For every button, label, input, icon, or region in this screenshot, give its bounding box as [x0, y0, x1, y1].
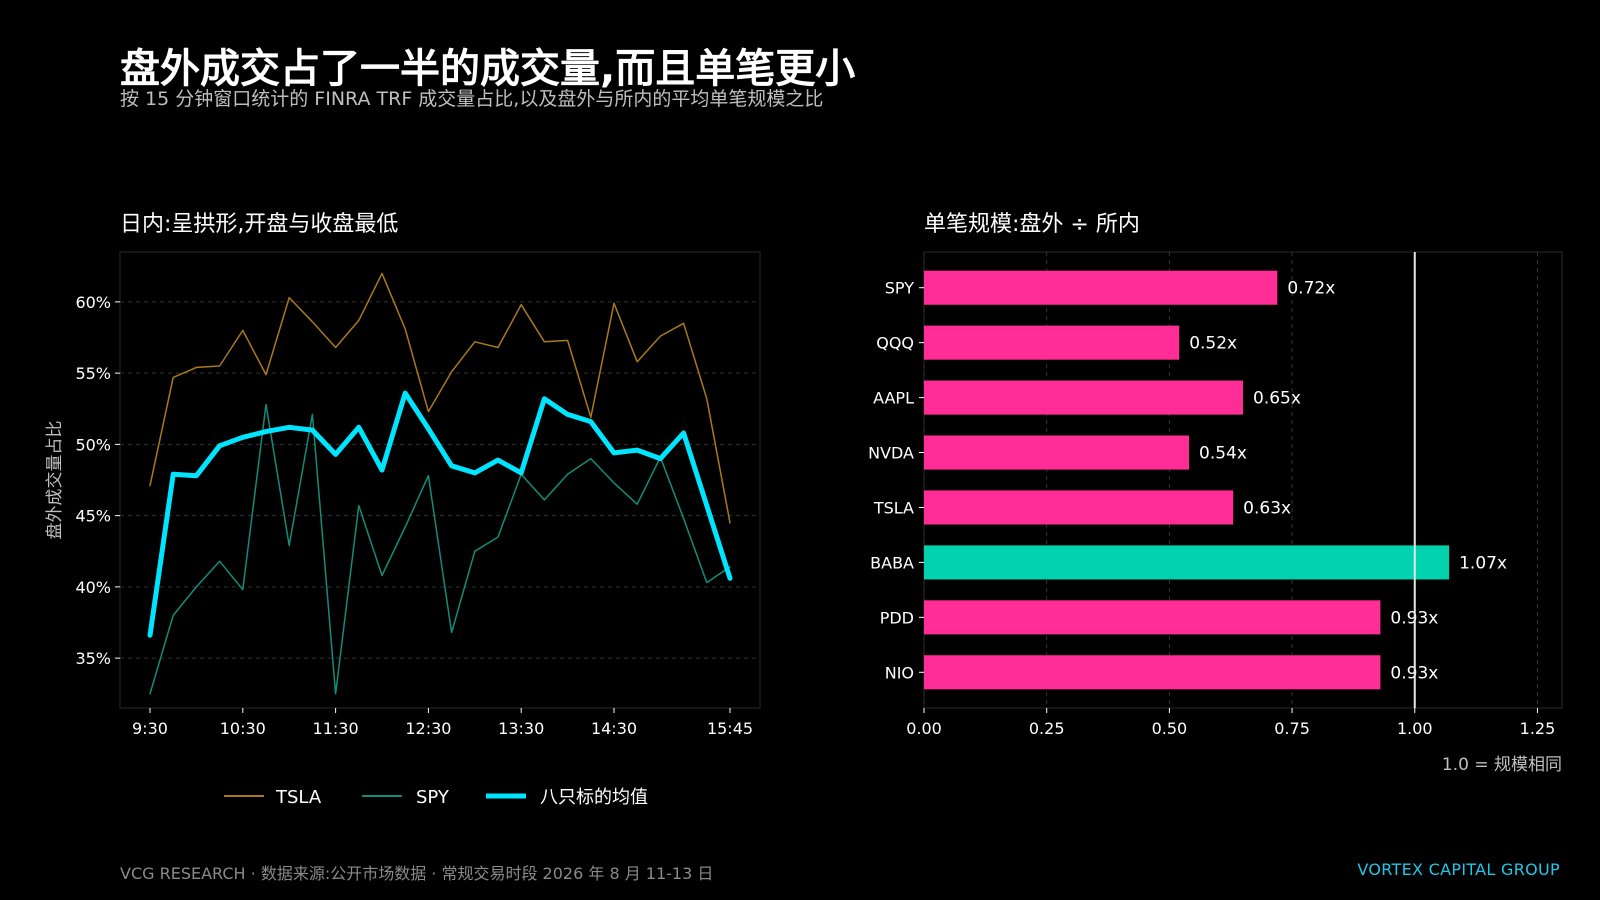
- value-label: 0.52x: [1189, 334, 1237, 354]
- value-label: 0.63x: [1243, 498, 1291, 518]
- value-label: 0.65x: [1253, 389, 1301, 409]
- x-tick-label: 10:30: [220, 719, 266, 738]
- footer-brand: VORTEX CAPITAL GROUP: [1357, 860, 1560, 879]
- bar-plot-frame: [923, 251, 1563, 709]
- x-tick-label: 12:30: [405, 719, 451, 738]
- legend-label: 八只标的均值: [540, 787, 648, 808]
- y-tick-label: 45%: [75, 507, 111, 526]
- y-tick-label: 50%: [75, 435, 111, 454]
- reference-note: 1.0 = 规模相同: [1442, 755, 1562, 775]
- series-line: [147, 390, 733, 638]
- bar: [924, 655, 1381, 690]
- y-tick-label: 40%: [75, 578, 111, 597]
- y-tick-label: 35%: [75, 649, 111, 668]
- bar: [924, 435, 1190, 470]
- page-title: 盘外成交占了一半的成交量,而且单笔更小: [120, 46, 856, 92]
- y-tick-label: 55%: [75, 364, 111, 383]
- footer-source: VCG RESEARCH · 数据来源:公开市场数据 · 常规交易时段 2026…: [120, 864, 714, 883]
- x-tick-label: 1.00: [1397, 719, 1433, 738]
- bar: [924, 490, 1234, 525]
- x-tick-label: 9:30: [132, 719, 168, 738]
- x-tick-label: 14:30: [591, 719, 637, 738]
- page-subtitle: 按 15 分钟窗口统计的 FINRA TRF 成交量占比,以及盘外与所内的平均单…: [120, 88, 824, 110]
- x-tick-label: 0.25: [1029, 719, 1065, 738]
- x-tick-label: 13:30: [498, 719, 544, 738]
- category-label: SPY: [885, 279, 914, 298]
- x-tick-label: 0.00: [906, 719, 942, 738]
- category-label: PDD: [880, 608, 914, 627]
- x-tick-label: 0.75: [1274, 719, 1310, 738]
- value-label: 0.72x: [1287, 279, 1335, 299]
- category-label: NIO: [885, 663, 914, 682]
- bar-chart-title: 单笔规模:盘外 ÷ 所内: [924, 212, 1140, 237]
- bar: [924, 325, 1180, 360]
- x-tick-label: 15:45: [707, 719, 753, 738]
- legend-label: TSLA: [275, 787, 322, 808]
- category-label: NVDA: [868, 444, 914, 463]
- category-label: AAPL: [873, 389, 914, 408]
- series-line: [149, 403, 731, 695]
- category-label: QQQ: [876, 334, 914, 353]
- x-tick-label: 0.50: [1152, 719, 1188, 738]
- bar: [924, 600, 1381, 635]
- bar: [924, 545, 1450, 580]
- series-line: [149, 272, 731, 524]
- line-chart-title: 日内:呈拱形,开盘与收盘最低: [120, 212, 399, 237]
- legend-label: SPY: [416, 787, 450, 808]
- category-label: TSLA: [873, 498, 914, 517]
- x-tick-label: 1.25: [1520, 719, 1556, 738]
- y-tick-label: 60%: [75, 293, 111, 312]
- bar: [924, 380, 1243, 415]
- y-axis-label: 盘外成交量占比: [45, 421, 65, 540]
- bar: [924, 270, 1278, 305]
- value-label: 0.54x: [1199, 444, 1247, 464]
- category-label: BABA: [870, 553, 914, 572]
- x-tick-label: 11:30: [313, 719, 359, 738]
- line-plot-frame: [119, 251, 761, 709]
- value-label: 1.07x: [1459, 553, 1507, 573]
